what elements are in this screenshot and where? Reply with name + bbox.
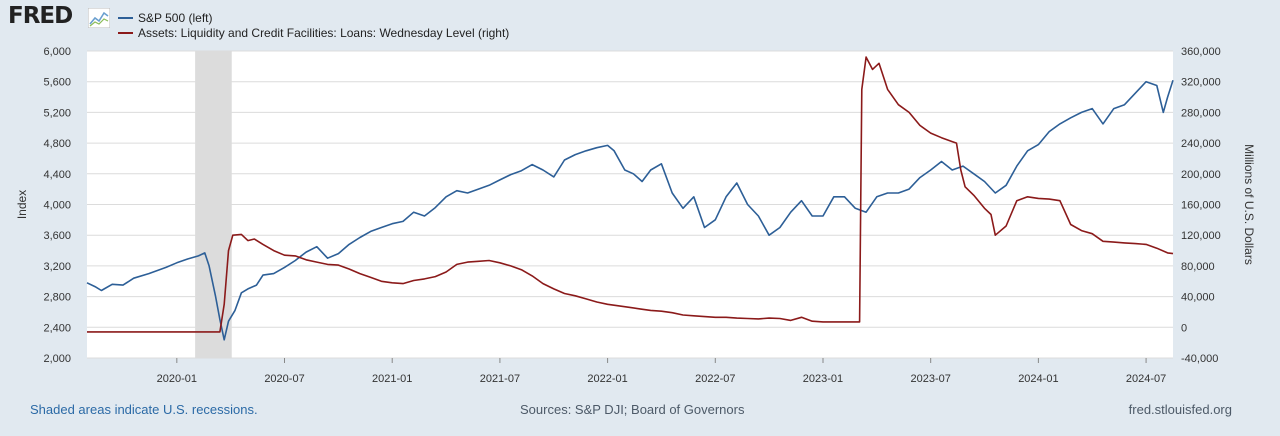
x-tick-label: 2021-01 (372, 373, 412, 385)
legend-swatch-loans (118, 32, 133, 34)
x-tick-label: 2024-01 (1018, 373, 1058, 385)
x-tick-label: 2023-01 (803, 373, 843, 385)
y-left-tick-label: 6,000 (43, 46, 71, 58)
y-right-tick-label: 200,000 (1181, 169, 1221, 181)
y-left-tick-label: 3,600 (43, 230, 71, 242)
y-right-tick-label: 0 (1181, 322, 1187, 334)
y-right-tick-label: 240,000 (1181, 138, 1221, 150)
y-left-tick-label: 2,400 (43, 322, 71, 334)
site-link[interactable]: fred.stlouisfed.org (1128, 402, 1232, 417)
y-left-tick-label: 4,800 (43, 138, 71, 150)
y-right-tick-label: 360,000 (1181, 46, 1221, 58)
y-left-tick-label: 2,800 (43, 292, 71, 304)
y-right-tick-label: 320,000 (1181, 77, 1221, 89)
x-tick-label: 2022-07 (695, 373, 735, 385)
legend-swatch-sp500 (118, 17, 133, 19)
x-tick-label: 2024-07 (1126, 373, 1166, 385)
fred-logo[interactable]: FRED (8, 3, 73, 29)
y-left-tick-label: 2,000 (43, 353, 71, 365)
legend-item-sp500[interactable]: S&P 500 (left) (118, 11, 212, 25)
x-tick-label: 2020-07 (264, 373, 304, 385)
y-right-tick-label: 120,000 (1181, 230, 1221, 242)
y-left-tick-label: 3,200 (43, 261, 71, 273)
y-right-tick-label: 40,000 (1181, 292, 1215, 304)
legend-item-loans[interactable]: Assets: Liquidity and Credit Facilities:… (118, 26, 509, 40)
y-left-tick-label: 5,200 (43, 107, 71, 119)
chart-header: FRED S&P 500 (left) Assets: Liquidity an… (0, 0, 1280, 44)
series-line-loans[interactable] (87, 56, 1174, 333)
y-left-tick-label: 5,600 (43, 77, 71, 89)
chart-trend-icon (88, 8, 110, 28)
legend-label-sp500: S&P 500 (left) (138, 11, 213, 25)
x-tick-label: 2023-07 (910, 373, 950, 385)
x-tick-label: 2020-01 (157, 373, 197, 385)
x-tick-label: 2021-07 (480, 373, 520, 385)
x-tick-label: 2022-01 (587, 373, 627, 385)
legend-label-loans: Assets: Liquidity and Credit Facilities:… (138, 26, 510, 40)
recession-note[interactable]: Shaded areas indicate U.S. recessions. (30, 402, 258, 417)
y-left-tick-label: 4,000 (43, 200, 71, 212)
chart-area[interactable]: 2,000 2,400 2,800 3,200 3,600 4,000 4,400 4,800… (0, 40, 1280, 396)
series-line-sp500[interactable] (86, 79, 1174, 341)
y-right-tick-label: 280,000 (1181, 107, 1221, 119)
y-right-tick-label: 160,000 (1181, 200, 1221, 212)
y-right-axis-title: Millions of U.S. Dollars (1242, 144, 1256, 265)
y-left-axis-title: Index (15, 190, 29, 219)
y-left-tick-label: 4,400 (43, 169, 71, 181)
sources-note: Sources: S&P DJI; Board of Governors (520, 402, 745, 417)
y-right-tick-label: -40,000 (1181, 353, 1218, 365)
y-right-tick-label: 80,000 (1181, 261, 1215, 273)
